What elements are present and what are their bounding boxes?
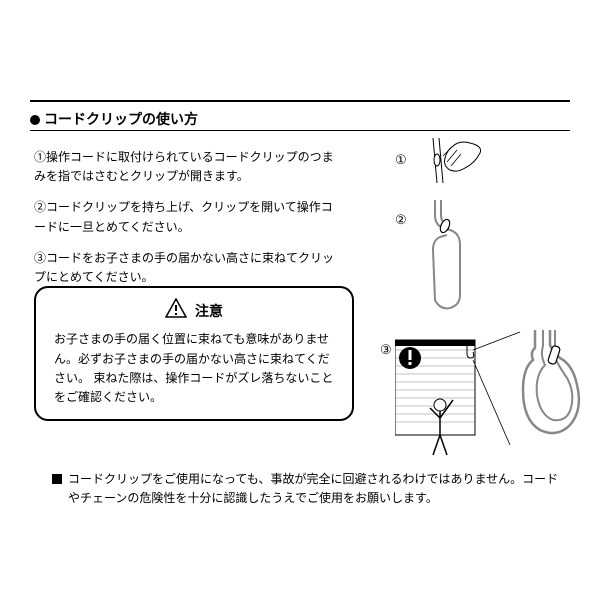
caution-box: 注意 お子さまの手の届く位置に束ねても意味がありません。必ずお子さまの手の届かな… (34, 286, 354, 421)
step-1: ①操作コードに取付けられているコードクリップのつまみを指ではさむとクリップが開き… (34, 148, 334, 186)
fig3-label: ③ (380, 340, 392, 361)
divider-top (30, 100, 570, 102)
caution-text: お子さまの手の届く位置に束ねても意味がありません。必ずお子さまの手の届かない高さ… (54, 330, 334, 407)
step-2: ②コードクリップを持ち上げ、クリップを開いて操作コードに一旦とめてください。 (34, 198, 334, 236)
figure-2 (415, 200, 475, 315)
title-text: コードクリップの使い方 (44, 111, 198, 127)
figure-1 (415, 138, 500, 193)
caution-label: 注意 (195, 300, 223, 322)
steps-list: ①操作コードに取付けられているコードクリップのつまみを指ではさむとクリップが開き… (34, 148, 334, 299)
divider-sub (30, 130, 570, 131)
fig1-label: ① (395, 150, 407, 171)
section-title: コードクリップの使い方 (30, 108, 198, 130)
disclaimer-text: コードクリップをご使用になっても、事故が完全に回避されるわけではありません。コー… (68, 470, 563, 508)
disclaimer-bullet-icon (52, 474, 62, 484)
fig2-label: ② (395, 210, 407, 231)
bullet-icon (30, 115, 40, 125)
figure-3 (395, 330, 590, 460)
caution-header: 注意 (54, 298, 334, 324)
step-3: ③コードをお子さまの手の届かない高さに束ねてクリップにとめてください。 (34, 249, 334, 287)
warning-icon (165, 298, 187, 324)
